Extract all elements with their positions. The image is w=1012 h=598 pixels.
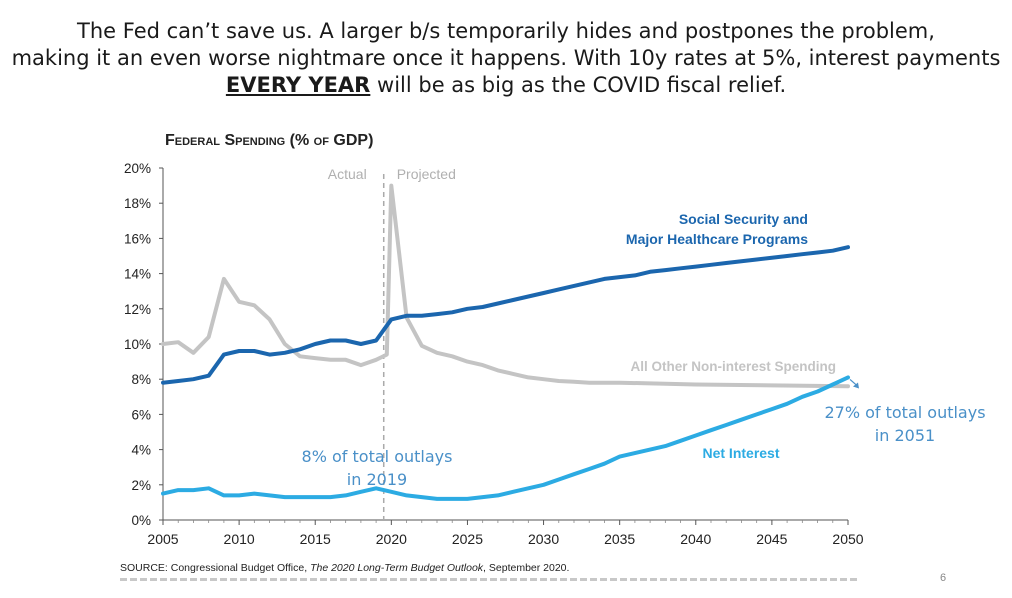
y-tick-label: 12% [124,302,151,317]
series-label: Net Interest [702,445,779,461]
headline-line-3: EVERY YEAR will be as big as the COVID f… [0,72,1012,99]
headline-line-2: making it an even worse nightmare once i… [11,46,1001,70]
y-tick-label: 4% [131,443,151,458]
x-tick-label: 2015 [300,531,331,547]
x-tick-label: 2005 [147,531,178,547]
series-label: All Other Non-interest Spending [630,359,836,374]
source-prefix: SOURCE: Congressional Budget Office, [120,562,311,574]
source-note: SOURCE: Congressional Budget Office, The… [120,562,569,574]
y-tick-label: 20% [124,161,151,176]
actual-label: Actual [328,166,367,182]
x-tick-label: 2030 [528,531,559,547]
x-tick-label: 2025 [452,531,483,547]
series-label: Social Security and [679,211,808,227]
x-tick-label: 2010 [224,531,255,547]
annotation-arrow-head [853,382,859,389]
series-line-social-security-and-major-healthcare-programs [161,245,850,385]
y-tick-label: 8% [131,372,151,387]
x-tick-label: 2050 [832,531,863,547]
projected-label: Projected [397,166,456,182]
y-tick-label: 0% [131,513,151,528]
source-title: The 2020 Long-Term Budget Outlook [310,562,484,574]
x-tick-label: 2020 [376,531,407,547]
headline-line-1: The Fed can’t save us. A larger b/s temp… [77,19,935,43]
slide-number: 6 [940,572,947,584]
chart-title: Federal Spending (% of GDP) [165,132,373,149]
headline-line-3-rest: will be as big as the COVID fiscal relie… [370,73,787,97]
y-tick-label: 16% [124,231,151,246]
x-tick-label: 2040 [680,531,711,547]
y-tick-label: 18% [124,196,151,211]
x-tick-label: 2045 [756,531,787,547]
annotation-text: in 2019 [347,470,407,489]
y-tick-label: 10% [124,337,151,352]
series-line-all-other-non-interest-spending [161,183,850,389]
annotation-text: in 2051 [875,426,935,445]
headline-emphasis: EVERY YEAR [225,73,371,97]
y-tick-label: 6% [131,407,151,422]
series-label: Major Healthcare Programs [626,231,808,247]
headline: The Fed can’t save us. A larger b/s temp… [0,18,1012,99]
series-line-net-interest [161,375,850,501]
y-tick-label: 2% [131,478,151,493]
note-line [120,578,860,581]
source-suffix: , September 2020. [483,562,570,574]
annotation-text: 8% of total outlays [302,447,453,466]
x-tick-label: 2035 [604,531,635,547]
annotation-text: 27% of total outlays [824,403,985,422]
y-tick-label: 14% [124,267,151,282]
